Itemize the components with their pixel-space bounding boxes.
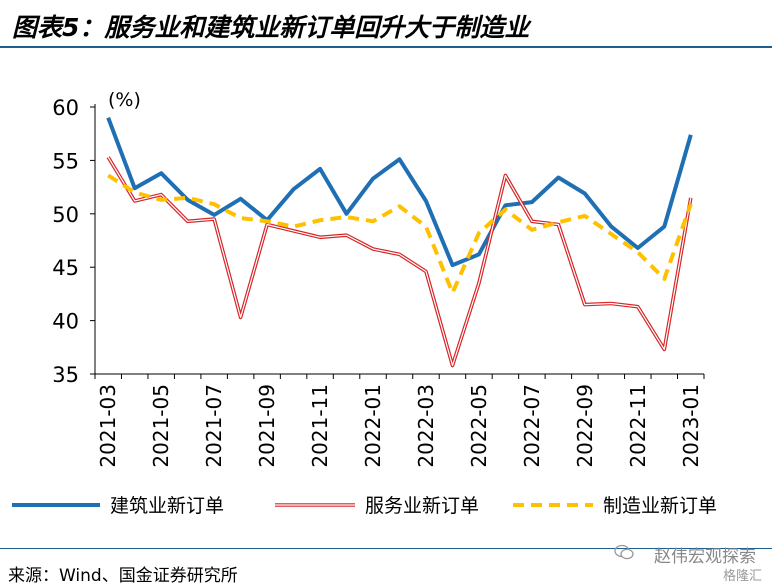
x-tick-label: 2021-09: [255, 384, 279, 468]
x-tick-label: 2021-11: [308, 384, 332, 468]
legend-label: 制造业新订单: [603, 495, 717, 517]
x-tick-label: 2022-09: [573, 384, 597, 468]
series-line-服务业新订单: [106, 156, 693, 368]
watermark-sub: 格隆汇: [722, 569, 762, 584]
legend-label: 建筑业新订单: [110, 495, 224, 517]
x-tick-label: 2022-05: [467, 384, 491, 468]
legend-label: 服务业新订单: [365, 495, 479, 517]
series-line-服务业新订单-inner: [107, 156, 692, 367]
y-axis-unit: (%): [108, 89, 141, 111]
source-note: 来源：Wind、国金证券研究所: [8, 566, 238, 586]
y-tick-label: 60: [52, 96, 79, 120]
y-tick-label: 35: [52, 363, 79, 387]
y-tick-label: 40: [52, 310, 79, 334]
series-line-建筑业新订单: [106, 116, 693, 268]
title-bar: 图表5：服务业和建筑业新订单回升大于制造业: [0, 0, 772, 50]
chart-title: 图表5：服务业和建筑业新订单回升大于制造业: [12, 13, 530, 42]
wechat-icon: [614, 544, 634, 560]
x-tick-label: 2022-11: [626, 384, 650, 468]
watermark-text: 赵伟宏观探索: [654, 547, 756, 567]
y-tick-label: 50: [52, 203, 79, 227]
x-tick-label: 2022-03: [414, 384, 438, 468]
x-tick-label: 2022-07: [520, 384, 544, 468]
x-tick-label: 2022-01: [361, 384, 385, 468]
x-tick-label: 2021-03: [96, 384, 120, 468]
footer-divider: [0, 548, 772, 549]
y-tick-label: 55: [52, 149, 79, 173]
x-tick-label: 2021-07: [202, 384, 226, 468]
x-tick-label: 2021-05: [149, 384, 173, 468]
x-tick-label: 2023-01: [679, 384, 703, 468]
y-tick-label: 45: [52, 256, 79, 280]
watermark: 赵伟宏观探索 格隆汇: [614, 540, 764, 586]
series-line-制造业新订单: [107, 173, 693, 295]
title-divider: [0, 46, 772, 48]
